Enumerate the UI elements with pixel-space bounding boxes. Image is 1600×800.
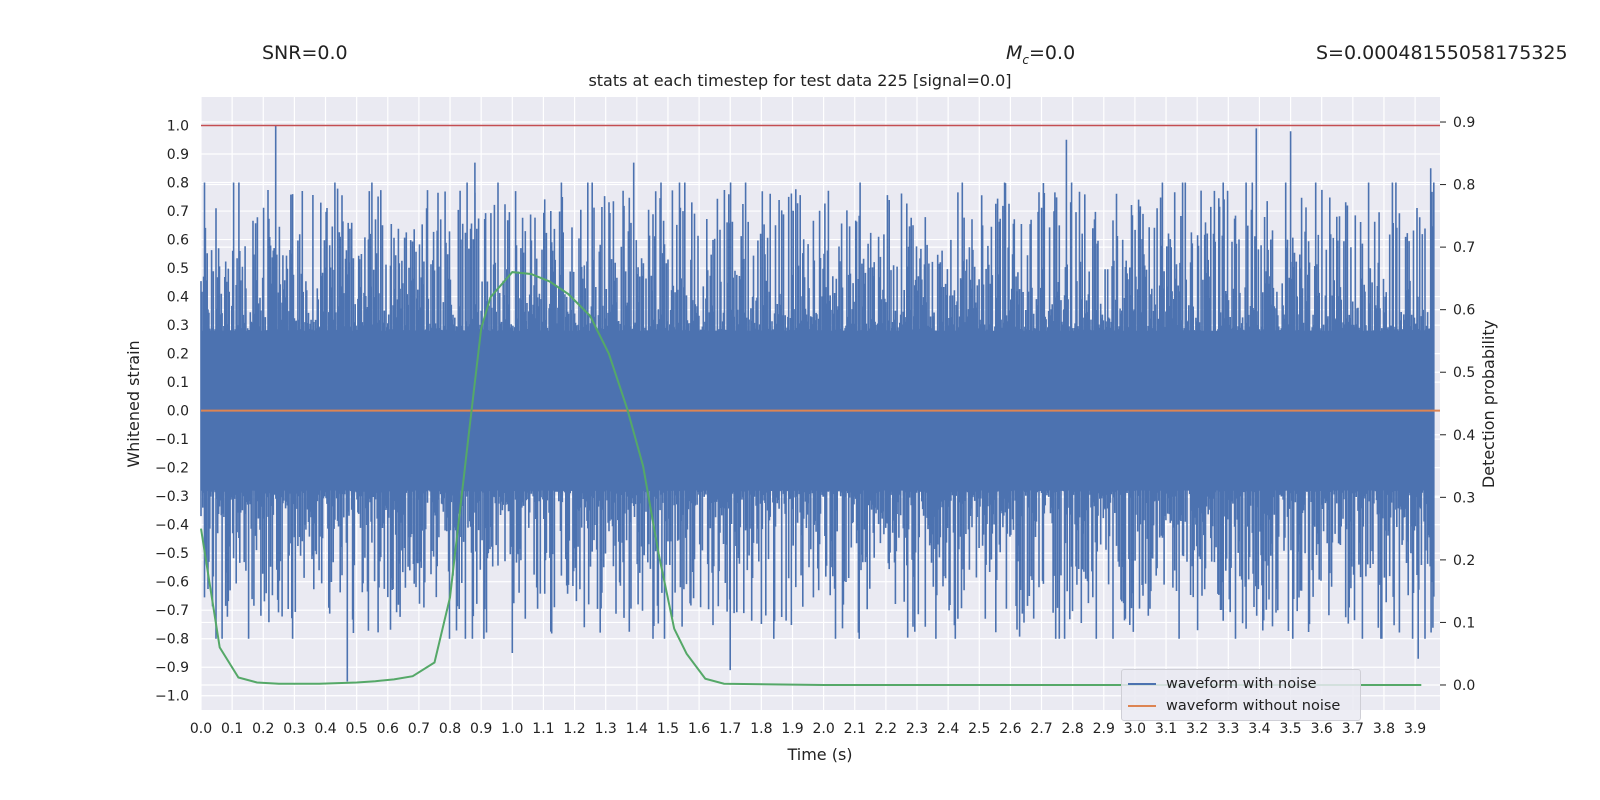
x-tick-label: 2.6 [999, 721, 1021, 737]
snr-label: SNR=0.0 [262, 42, 348, 64]
series-lines [200, 124, 1440, 686]
x-tick-label: 1.3 [595, 721, 617, 737]
x-tick-label: 0.4 [314, 721, 336, 737]
x-tick-label: 2.0 [812, 721, 834, 737]
y-tick-label: 0.9 [167, 147, 189, 163]
waveform-with-noise-line [200, 125, 1435, 682]
y-tick-label: −0.9 [155, 660, 189, 676]
x-tick-label: 3.9 [1404, 721, 1426, 737]
y-tick-label: 0.8 [167, 176, 189, 192]
x-tick-label: 3.4 [1248, 721, 1270, 737]
x-tick-label: 2.1 [844, 721, 866, 737]
legend: waveform with noise waveform without noi… [1121, 669, 1361, 721]
y-tick-label: 0.6 [167, 233, 189, 249]
chirp-mass-value: =0.0 [1029, 42, 1076, 64]
right-y-tick-label: 0.2 [1453, 553, 1475, 569]
y-tick-label: −0.5 [155, 546, 189, 562]
x-tick-label: 2.4 [937, 721, 959, 737]
y-tick-label: 0.2 [167, 347, 189, 363]
detection-probability-line [200, 271, 1422, 686]
x-tick-label: 1.8 [750, 721, 772, 737]
legend-swatch-without-noise [1128, 705, 1156, 707]
x-tick-label: 3.7 [1342, 721, 1364, 737]
x-tick-label: 3.6 [1311, 721, 1333, 737]
x-tick-label: 1.6 [688, 721, 710, 737]
x-tick-labels: 0.0 0.1 0.2 0.3 0.4 0.5 0.6 0.7 0.8 0.9 1.0 1.1 1.2 1… [190, 721, 1426, 737]
x-tick-label: 1.0 [501, 721, 523, 737]
x-tick-label: 1.9 [781, 721, 803, 737]
y-tick-label: −0.6 [155, 575, 189, 591]
right-y-tick-label: 0.1 [1453, 615, 1475, 631]
x-tick-label: 2.2 [875, 721, 897, 737]
x-tick-label: 1.1 [532, 721, 554, 737]
x-axis-label: Time (s) [786, 745, 852, 764]
chirp-mass-symbol: Mc [1006, 42, 1030, 67]
x-tick-label: 2.5 [968, 721, 990, 737]
x-tick-label: 0.3 [283, 721, 305, 737]
x-tick-label: 0.6 [377, 721, 399, 737]
x-tick-label: 3.3 [1217, 721, 1239, 737]
y-tick-label: −0.4 [155, 518, 189, 534]
y-tick-label: 0.4 [167, 290, 189, 306]
legend-swatch-with-noise [1128, 683, 1156, 685]
legend-item-with-noise: waveform with noise [1128, 674, 1317, 694]
s-statistic-label: S=0.00048155058175325 [1316, 42, 1568, 64]
x-tick-label: 1.2 [563, 721, 585, 737]
x-tick-label: 1.7 [719, 721, 741, 737]
y-tick-label: 0.0 [167, 404, 189, 420]
x-tick-label: 0.9 [470, 721, 492, 737]
x-tick-label: 3.2 [1186, 721, 1208, 737]
x-tick-label: 0.5 [346, 721, 368, 737]
y-tick-label: −0.1 [155, 432, 189, 448]
right-y-tick-label: 0.0 [1453, 678, 1475, 694]
x-tick-label: 2.8 [1062, 721, 1084, 737]
x-tick-label: 3.1 [1155, 721, 1177, 737]
right-y-axis-label: Detection probability [1479, 320, 1498, 488]
x-tick-label: 0.7 [408, 721, 430, 737]
right-y-tick-label: 0.4 [1453, 428, 1475, 444]
y-tick-labels: 1.0 0.9 0.8 0.7 0.6 0.5 0.4 0.3 0.2 0.1 0.0 −0.1 −0.… [155, 119, 189, 705]
x-tick-label: 0.8 [439, 721, 461, 737]
y-tick-label: 0.5 [167, 261, 189, 277]
x-tick-label: 3.0 [1124, 721, 1146, 737]
legend-item-without-noise: waveform without noise [1128, 696, 1340, 716]
x-tick-label: 1.5 [657, 721, 679, 737]
chart-title: stats at each timestep for test data 225… [588, 71, 1012, 90]
y-tick-label: −1.0 [155, 689, 189, 705]
x-tick-label: 2.9 [1093, 721, 1115, 737]
right-y-tick-label: 0.3 [1453, 490, 1475, 506]
x-tick-label: 0.1 [221, 721, 243, 737]
y-tick-label: 0.7 [167, 204, 189, 220]
y-tick-label: 0.3 [167, 318, 189, 334]
x-tick-label: 1.4 [626, 721, 648, 737]
y-tick-label: 0.1 [167, 375, 189, 391]
y-tick-label: −0.2 [155, 461, 189, 477]
x-tick-label: 2.7 [1030, 721, 1052, 737]
y-tick-label: −0.8 [155, 632, 189, 648]
legend-label-without-noise: waveform without noise [1166, 698, 1341, 714]
right-y-tick-label: 0.7 [1453, 240, 1475, 256]
right-y-tick-label: 0.8 [1453, 178, 1475, 194]
y-axis-label: Whitened strain [124, 340, 143, 467]
x-tick-label: 0.2 [252, 721, 274, 737]
y-tick-label: 1.0 [167, 119, 189, 135]
chirp-mass-label: Mc=0.0 [1006, 42, 1075, 67]
right-y-tick-labels: 0.9 0.8 0.7 0.6 0.5 0.4 0.3 0.2 0.1 0.0 [1440, 115, 1475, 694]
right-y-tick-label: 0.6 [1453, 303, 1475, 319]
legend-label-with-noise: waveform with noise [1166, 676, 1317, 692]
y-tick-label: −0.3 [155, 489, 189, 505]
x-tick-label: 2.3 [906, 721, 928, 737]
series-waveform-with-noise [200, 125, 1435, 682]
x-tick-label: 0.0 [190, 721, 212, 737]
x-tick-label: 3.5 [1279, 721, 1301, 737]
right-y-tick-label: 0.9 [1453, 115, 1475, 131]
x-tick-label: 3.8 [1373, 721, 1395, 737]
y-tick-label: −0.7 [155, 603, 189, 619]
right-y-tick-label: 0.5 [1453, 365, 1475, 381]
